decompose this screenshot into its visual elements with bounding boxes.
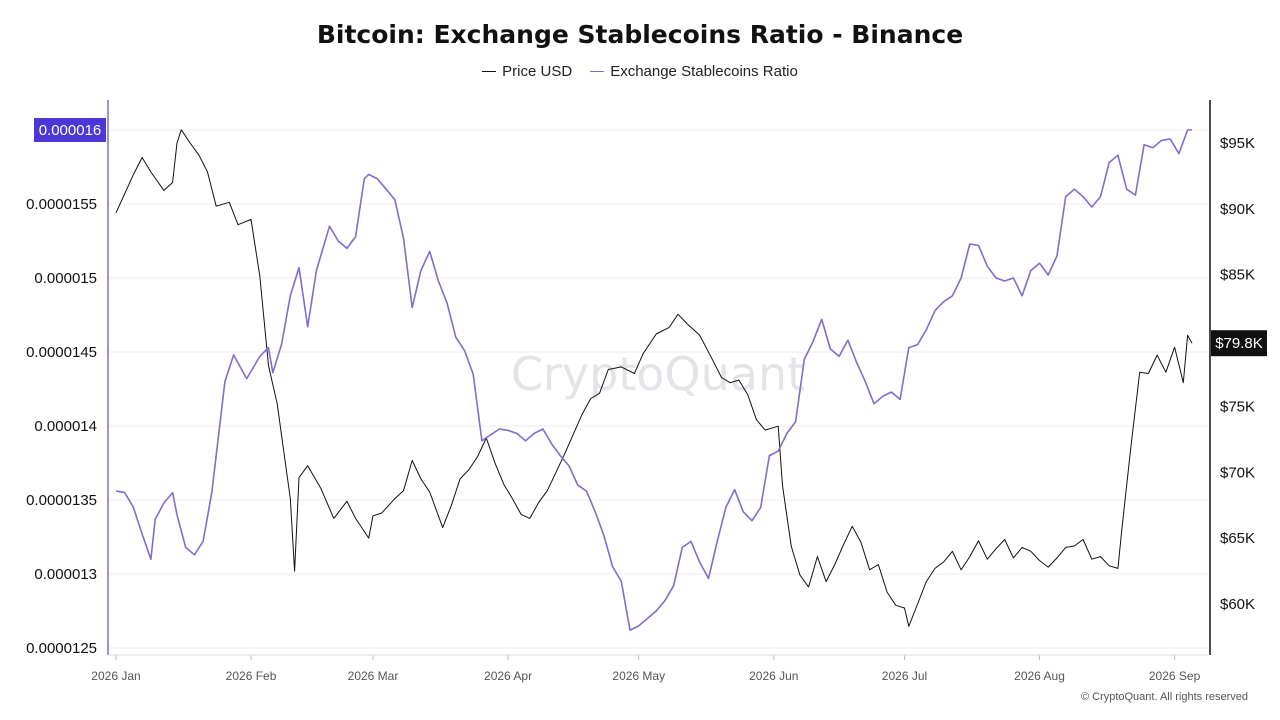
chart-legend: Price USD Exchange Stablecoins Ratio [0,63,1280,80]
legend-item-price[interactable]: Price USD [482,63,572,80]
left-axis-tick-label: 0.0000155 [26,196,97,213]
left-axis-tick-label: 0.000014 [34,418,97,435]
left-axis-tick-label: 0.000016 [39,122,102,139]
left-axis-tick-label: 0.000015 [34,270,97,287]
x-axis-tick-label: 2026 Apr [484,669,532,683]
left-axis-tick-label: 0.0000145 [26,344,97,361]
x-axis-tick-label: 2026 Aug [1014,669,1065,683]
x-axis-tick-label: 2026 Feb [226,669,277,683]
copyright-credit: © CryptoQuant. All rights reserved [1080,691,1248,703]
right-axis-tick-label: $70K [1220,464,1255,481]
legend-label-ratio: Exchange Stablecoins Ratio [610,63,798,80]
x-axis-tick-label: 2026 Sep [1149,669,1201,683]
legend-swatch-price [482,71,497,72]
chart-title: Bitcoin: Exchange Stablecoins Ratio - Bi… [316,20,964,49]
right-axis-tick-label: $85K [1220,267,1255,284]
x-axis-tick-label: 2026 Jan [91,669,140,683]
right-axis-tick-label: $95K [1220,135,1255,152]
x-axis-tick-label: 2026 Jun [749,669,798,683]
price-usd-line [115,129,1193,627]
x-axis-tick-label: 2026 Jul [882,669,927,683]
left-axis-highlight-badge [34,118,106,142]
current-price-label: $79.8K [1215,335,1263,352]
left-axis-tick-label: 0.0000135 [26,492,97,509]
right-axis-tick-label: $90K [1220,201,1255,218]
legend-label-price: Price USD [502,63,573,80]
right-axis-tick-label: $60K [1220,596,1255,613]
legend-item-ratio[interactable]: Exchange Stablecoins Ratio [590,63,798,80]
right-axis-tick-label: $65K [1220,530,1255,547]
left-axis-tick-label: 0.000013 [34,566,97,583]
x-axis-tick-label: 2026 May [612,669,665,683]
legend-swatch-ratio [590,71,605,72]
right-axis-tick-label: $75K [1220,398,1255,415]
current-price-badge [1211,330,1267,357]
x-axis-tick-label: 2026 Mar [348,669,399,683]
watermark-text: CryptoQuant [511,347,805,401]
stablecoins-ratio-line [115,129,1192,631]
left-axis-tick-label: 0.0000125 [26,640,97,657]
